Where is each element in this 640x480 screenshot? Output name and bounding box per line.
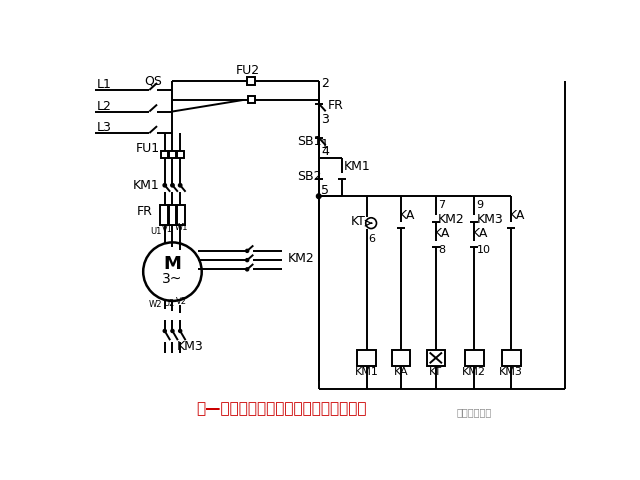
Bar (248, 96, 255, 103)
Text: L2: L2 (97, 100, 112, 113)
Text: U1: U1 (150, 227, 161, 236)
Text: KM2: KM2 (438, 213, 465, 226)
Bar (392, 350, 410, 366)
Text: L1: L1 (97, 78, 112, 91)
Text: KA: KA (394, 367, 408, 377)
Bar (161, 151, 168, 158)
Text: 3: 3 (321, 113, 329, 126)
Circle shape (171, 329, 174, 333)
Text: V2: V2 (176, 297, 187, 306)
Text: KM3: KM3 (477, 213, 504, 226)
Circle shape (179, 329, 182, 333)
Text: KM1: KM1 (132, 179, 159, 192)
Bar (357, 350, 376, 366)
Bar (160, 205, 170, 226)
Text: L3: L3 (97, 121, 112, 134)
Text: KM2: KM2 (288, 252, 315, 265)
Circle shape (246, 259, 249, 262)
Bar (502, 350, 520, 366)
Circle shape (163, 329, 166, 333)
Text: 1: 1 (320, 138, 328, 151)
Text: KM1: KM1 (344, 160, 371, 173)
Text: KA: KA (472, 227, 488, 240)
Text: KM2: KM2 (462, 367, 486, 377)
Text: KM3: KM3 (176, 340, 203, 353)
Bar (175, 205, 185, 226)
Text: FR: FR (328, 99, 344, 112)
Text: M: M (164, 255, 181, 273)
Circle shape (246, 249, 249, 252)
Text: SB2: SB2 (297, 170, 322, 183)
Text: KA: KA (399, 209, 415, 222)
Circle shape (246, 268, 249, 271)
Bar (169, 151, 176, 158)
Circle shape (316, 194, 321, 199)
Text: W2: W2 (148, 300, 163, 309)
Text: 2: 2 (321, 77, 329, 90)
Bar (427, 350, 445, 366)
Text: FU1: FU1 (136, 142, 159, 155)
Text: 3~: 3~ (163, 272, 182, 287)
Text: KA: KA (509, 209, 525, 222)
Bar (465, 350, 484, 366)
Text: KA: KA (433, 227, 450, 240)
Text: 9: 9 (477, 201, 484, 210)
Text: 6: 6 (368, 234, 375, 243)
Text: 4: 4 (321, 145, 329, 158)
Text: 10: 10 (477, 245, 491, 255)
Bar (177, 151, 184, 158)
Bar (247, 77, 255, 84)
Text: V1: V1 (161, 225, 173, 234)
Bar (168, 205, 177, 226)
Text: 星—三角降压启动电动机控制电路（四）: 星—三角降压启动电动机控制电路（四） (196, 401, 367, 416)
Text: SB1: SB1 (297, 135, 322, 148)
Circle shape (163, 183, 166, 187)
Text: 5: 5 (321, 183, 329, 196)
Text: KM3: KM3 (499, 367, 523, 377)
Text: 7: 7 (438, 201, 445, 210)
Text: 8: 8 (438, 245, 445, 255)
Circle shape (179, 183, 182, 187)
Text: 电气工程技术: 电气工程技术 (457, 407, 492, 417)
Text: KM1: KM1 (355, 367, 378, 377)
Text: KT: KT (351, 215, 366, 228)
Text: FR: FR (136, 205, 152, 218)
Text: KT: KT (429, 367, 442, 377)
Circle shape (171, 183, 174, 187)
Text: U2: U2 (163, 299, 174, 308)
Text: QS: QS (144, 74, 162, 87)
Text: FU2: FU2 (236, 64, 260, 77)
Text: W1: W1 (175, 223, 188, 231)
